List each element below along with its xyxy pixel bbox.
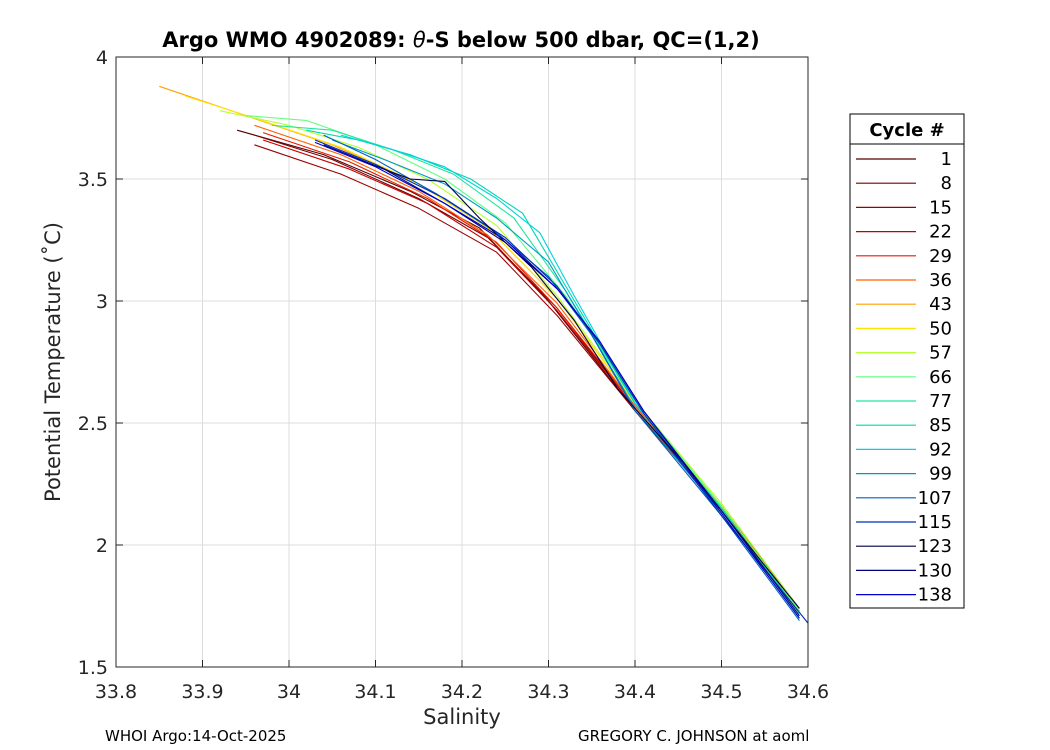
y-tick-label: 2.5 xyxy=(78,413,108,435)
legend-label: 57 xyxy=(929,343,952,364)
x-tick-label: 34.2 xyxy=(441,681,483,703)
series-line-cycle-115 xyxy=(314,139,809,624)
footer-right: GREGORY C. JOHNSON at aoml xyxy=(578,727,809,745)
series-layer xyxy=(159,85,809,624)
legend-box xyxy=(849,113,965,609)
axis-ticks xyxy=(115,56,809,668)
x-tick-label: 34.1 xyxy=(354,681,396,703)
legend-label: 92 xyxy=(929,439,952,460)
x-tick-label: 33.8 xyxy=(95,681,137,703)
footer-left: WHOI Argo:14-Oct-2025 xyxy=(105,727,286,745)
legend-label: 1 xyxy=(941,149,952,170)
legend-label: 66 xyxy=(929,367,952,388)
legend-label: 115 xyxy=(918,512,952,533)
series-line-cycle-138 xyxy=(314,141,800,619)
x-tick-label: 34.3 xyxy=(527,681,569,703)
legend-label: 77 xyxy=(929,391,952,412)
legend-label: 85 xyxy=(929,415,952,436)
legend: Cycle # 1 8 15 22 29 36 43 50 57 66 77 85 92 99 107 115… xyxy=(849,113,965,609)
y-tick-label: 2 xyxy=(96,535,108,557)
legend-label: 107 xyxy=(918,488,952,509)
series-line-cycle-66 xyxy=(245,115,800,612)
y-axis-label: Potential Temperature (˚C) xyxy=(41,222,65,502)
x-tick-label: 34.6 xyxy=(787,681,829,703)
x-axis-label: Salinity xyxy=(423,705,501,729)
legend-label: 99 xyxy=(929,464,952,485)
legend-label: 123 xyxy=(918,536,952,557)
x-tick-label: 34 xyxy=(277,681,301,703)
legend-label: 43 xyxy=(929,294,952,315)
x-tick-label: 33.9 xyxy=(181,681,223,703)
y-tick-label: 1.5 xyxy=(78,657,108,679)
legend-label: 36 xyxy=(929,270,952,291)
tick-labels: 33.8 33.9 34 34.1 34.2 34.3 34.4 34.5 34.61.522.… xyxy=(78,47,829,703)
y-tick-label: 3 xyxy=(96,291,108,313)
legend-entries: 1 8 15 22 29 36 43 50 57 66 77 85 92 99 107 115 123 130 13… xyxy=(856,149,952,606)
legend-label: 22 xyxy=(929,222,952,243)
legend-label: 29 xyxy=(929,246,952,267)
series-line-cycle-57 xyxy=(219,110,800,609)
legend-label: 130 xyxy=(918,560,952,581)
legend-label: 15 xyxy=(929,197,952,218)
x-tick-label: 34.4 xyxy=(614,681,656,703)
legend-label: 8 xyxy=(941,173,952,194)
y-tick-label: 4 xyxy=(96,47,108,69)
x-tick-label: 34.5 xyxy=(700,681,742,703)
chart-title: Argo WMO 4902089: θ-S below 500 dbar, QC… xyxy=(162,28,759,52)
series-line-cycle-107 xyxy=(323,134,800,621)
legend-label: 50 xyxy=(929,318,952,339)
y-tick-label: 3.5 xyxy=(78,169,108,191)
legend-label: 138 xyxy=(918,585,952,606)
legend-title: Cycle # xyxy=(869,120,944,141)
